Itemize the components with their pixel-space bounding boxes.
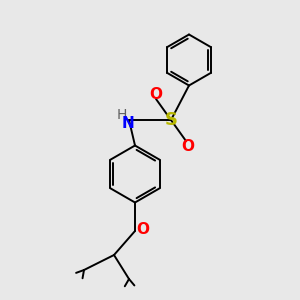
Text: O: O xyxy=(149,87,163,102)
Text: O: O xyxy=(136,222,149,237)
Text: H: H xyxy=(116,108,127,122)
Text: N: N xyxy=(121,116,134,130)
Text: S: S xyxy=(164,111,178,129)
Text: O: O xyxy=(181,139,194,154)
